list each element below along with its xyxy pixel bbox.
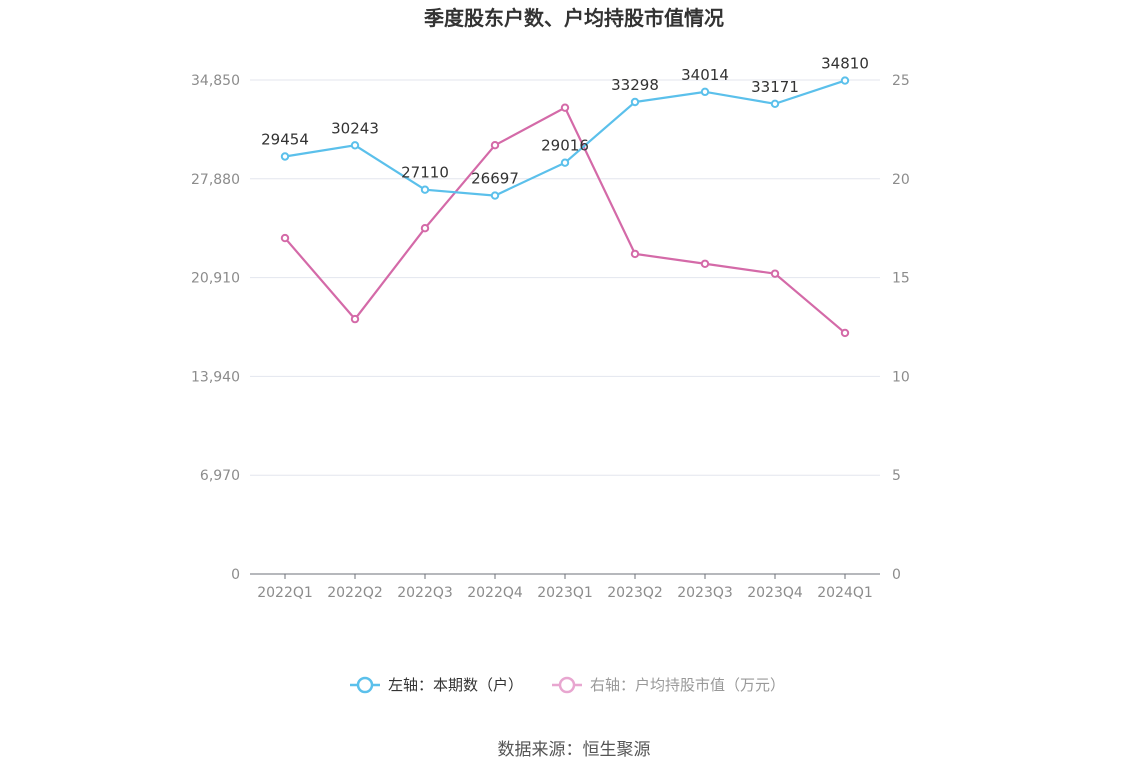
x-tick-label: 2022Q2 [327,585,383,601]
data-label: 33171 [751,78,799,96]
x-tick-label: 2023Q2 [607,585,663,601]
series-lines [280,76,850,338]
series-1-point [280,152,290,161]
legend-item-2[interactable]: 右轴：户均持股市值（万元） [552,676,785,694]
left-axis-ticks: 0 6,970 13,940 20,910 27,880 34,850 [191,73,240,583]
gridlines [250,79,880,476]
x-tick-label: 2022Q1 [257,585,313,601]
chart-title: 季度股东户数、户均持股市值情况 [423,6,724,30]
x-tick-label: 2023Q1 [537,585,593,601]
legend-label: 右轴：户均持股市值（万元） [590,676,785,694]
series-1-point [840,76,850,85]
series-2-point [770,269,780,278]
legend-item-1[interactable]: 左轴：本期数（户） [350,676,523,694]
series-2-point [630,249,640,259]
series-1-point [350,141,360,150]
series-2-point [280,233,290,243]
data-labels: 29454 30243 27110 26697 29016 33298 34014 33171… [261,55,869,188]
legend[interactable]: 左轴：本期数（户） 右轴：户均持股市值（万元） [350,676,785,694]
data-label: 30243 [331,119,379,137]
legend-marker [356,676,374,694]
series-2-point [700,259,710,268]
x-tick-label: 2024Q1 [817,585,873,601]
series-1-point [420,185,430,194]
series-2-point [840,328,850,338]
data-label: 26697 [471,170,519,188]
x-axis: 2022Q1 2022Q2 2022Q3 2022Q4 2023Q1 2023Q2 2023… [250,573,880,601]
data-label: 34810 [821,55,869,73]
data-label: 34014 [681,66,729,84]
data-label: 27110 [401,164,449,182]
right-tick-label: 15 [892,271,910,287]
right-tick-label: 25 [892,73,910,89]
data-label: 29016 [541,137,589,155]
right-tick-label: 10 [892,369,910,385]
series-2-point [560,103,570,112]
series-2-point [490,141,500,150]
right-tick-label: 20 [892,172,910,188]
data-label: 29454 [261,130,309,148]
series-2-point [420,224,430,233]
series-1-point [630,97,640,107]
series-1-point [700,87,710,97]
legend-label: 左轴：本期数（户） [388,676,523,694]
series-2-point [350,314,360,324]
left-tick-label: 27,880 [191,172,240,188]
left-tick-label: 13,940 [191,369,240,385]
x-tick-label: 2023Q3 [677,585,733,601]
left-tick-label: 0 [231,567,240,583]
x-tick-label: 2022Q4 [467,585,523,601]
right-tick-label: 0 [892,567,901,583]
right-axis-ticks: 0 5 10 15 20 25 [892,73,910,583]
series-1-point [560,158,570,167]
left-tick-label: 6,970 [200,468,240,484]
left-tick-label: 34,850 [191,73,240,89]
series-1-point [490,191,500,200]
right-tick-label: 5 [892,468,901,484]
legend-marker [558,676,576,694]
x-tick-label: 2022Q3 [397,585,453,601]
x-tick-label: 2023Q4 [747,585,803,601]
left-tick-label: 20,910 [191,271,240,287]
source-note: 数据来源：恒生聚源 [498,740,651,760]
series-1-point [770,99,780,108]
data-label: 33298 [611,76,659,94]
